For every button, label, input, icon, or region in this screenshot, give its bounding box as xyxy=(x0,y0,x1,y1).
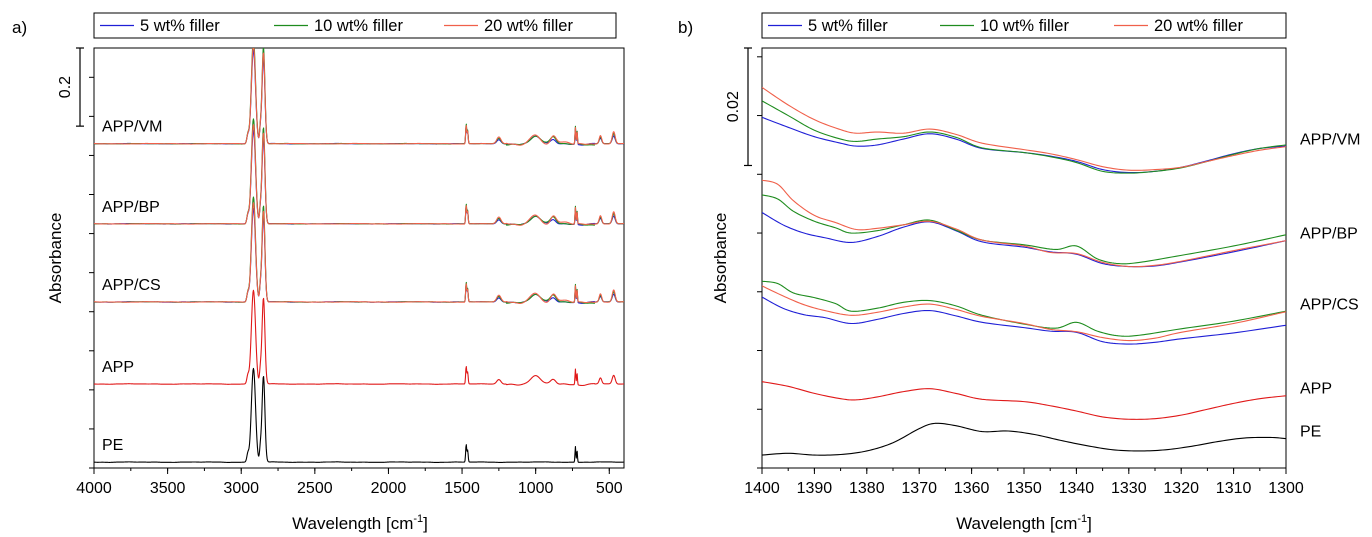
panel-b-series-app-bp-5-wt-filler xyxy=(762,212,1286,268)
panel-b-stack-label-app-cs: APP/CS xyxy=(1300,297,1359,314)
panel-a-series-pe-pe xyxy=(94,367,624,463)
panel-b-x-tick-label: 1340 xyxy=(1059,480,1095,497)
panel-a-series-app-cs-10-wt-filler xyxy=(94,196,624,304)
panel-a-x-tick-label: 2000 xyxy=(371,480,407,497)
panel-a-label: a) xyxy=(12,18,27,37)
panel-b-y-scale-bar: 0.02 xyxy=(725,47,752,167)
panel-a: a) 5 wt% filler 10 wt% filler 20 wt% fil… xyxy=(12,12,625,533)
panel-b-series-app-cs-20-wt-filler xyxy=(762,285,1286,342)
panel-a-ylabel: Absorbance xyxy=(46,213,65,304)
panel-b-x-tick-label: 1390 xyxy=(797,480,833,497)
panel-a-stack-label-app: APP xyxy=(102,359,134,376)
panel-b-curves xyxy=(762,86,1286,456)
panel-a-x-tick-label: 3500 xyxy=(150,480,186,497)
panel-a-x-tick-label: 2500 xyxy=(297,480,333,497)
panel-b-series-app-vm-20-wt-filler xyxy=(762,86,1286,171)
panel-a-legend-box xyxy=(93,12,617,39)
panel-a-x-tick-label: 1000 xyxy=(518,480,554,497)
panel-a-legend-label-20wt: 20 wt% filler xyxy=(484,17,573,35)
panel-a-series-app-vm-20-wt-filler xyxy=(94,48,624,146)
panel-b-stack-label-pe: PE xyxy=(1300,424,1321,441)
panel-b-x-tick-label: 1380 xyxy=(849,480,885,497)
panel-a-xlabel-sup: -1 xyxy=(413,513,423,525)
panel-b-xlabel-sup: -1 xyxy=(1077,513,1087,525)
panel-a-series-app-app xyxy=(94,289,624,387)
panel-b-x-tick-label: 1310 xyxy=(1216,480,1252,497)
panel-a-y-scale-bar: 0.2 xyxy=(57,47,84,127)
panel-a-x-tick-label: 4000 xyxy=(76,480,112,497)
panel-b-series-app-bp-20-wt-filler xyxy=(762,179,1286,268)
panel-a-stack-labels: PE APP APP/CS APP/BP APP/VM xyxy=(102,119,162,454)
panel-b-xlabel-main: Wavelength [cm xyxy=(956,514,1077,533)
panel-b-ylabel: Absorbance xyxy=(711,213,730,304)
panel-b-plot-frame xyxy=(761,47,1287,469)
panel-b: b) 5 wt% filler 10 wt% filler 20 wt% fil… xyxy=(678,12,1360,533)
panel-b-legend-box xyxy=(761,12,1287,39)
panel-a-stack-label-pe: PE xyxy=(102,437,123,454)
panel-b-series-pe-pe xyxy=(762,422,1286,456)
panel-a-xlabel-main: Wavelength [cm xyxy=(292,514,413,533)
panel-a-stack-label-app-bp: APP/BP xyxy=(102,199,160,216)
panel-a-y-ticks xyxy=(89,76,94,469)
panel-a-x-tick-label: 1500 xyxy=(444,480,480,497)
panel-a-scale-bar-label: 0.2 xyxy=(57,76,74,98)
panel-b-series-app-cs-5-wt-filler xyxy=(762,296,1286,345)
panel-b-series-app-vm-10-wt-filler xyxy=(762,100,1286,174)
panel-b-series-app-cs-10-wt-filler xyxy=(762,280,1286,337)
panel-a-legend: 5 wt% filler 10 wt% filler 20 wt% filler xyxy=(93,12,617,39)
panel-a-series-app-cs-20-wt-filler xyxy=(94,202,624,304)
panel-b-stack-label-app-vm: APP/VM xyxy=(1300,132,1360,149)
panel-b-series-app-vm-5-wt-filler xyxy=(762,116,1286,174)
panel-b-x-tick-label: 1350 xyxy=(1006,480,1042,497)
panel-b-legend: 5 wt% filler 10 wt% filler 20 wt% filler xyxy=(761,12,1287,39)
panel-a-series-app-bp-10-wt-filler xyxy=(94,118,624,226)
panel-b-x-tick-label: 1300 xyxy=(1268,480,1304,497)
panel-a-xlabel-tail: ] xyxy=(423,514,428,533)
panel-b-series-app-bp-10-wt-filler xyxy=(762,194,1286,265)
panel-a-xlabel: Wavelength [cm-1] xyxy=(292,513,428,533)
panel-a-x-axis: 4000 3500 3000 2500 2000 1500 1000 500 xyxy=(76,468,623,497)
panel-b-stack-labels: PE APP APP/CS APP/BP APP/VM xyxy=(1300,132,1360,441)
panel-a-series-app-bp-20-wt-filler xyxy=(94,124,624,226)
panel-a-curves xyxy=(94,48,624,463)
panel-b-xlabel-tail: ] xyxy=(1087,514,1092,533)
panel-b-label: b) xyxy=(678,18,693,37)
panel-b-y-ticks xyxy=(757,56,762,469)
panel-a-x-tick-label: 500 xyxy=(596,480,623,497)
panel-b-xlabel: Wavelength [cm-1] xyxy=(956,513,1092,533)
panel-b-stack-label-app: APP xyxy=(1300,381,1332,398)
panel-b-legend-label-10wt: 10 wt% filler xyxy=(980,17,1069,35)
panel-b-stack-label-app-bp: APP/BP xyxy=(1300,226,1358,243)
panel-a-series-app-vm-10-wt-filler xyxy=(94,48,624,146)
panel-b-x-tick-label: 1370 xyxy=(901,480,937,497)
panel-b-scale-bar-label: 0.02 xyxy=(725,91,742,122)
panel-b-series-app-app xyxy=(762,381,1286,420)
panel-a-x-tick-label: 3000 xyxy=(223,480,259,497)
panel-b-x-tick-label: 1360 xyxy=(954,480,990,497)
panel-b-legend-label-20wt: 20 wt% filler xyxy=(1154,17,1243,35)
panel-a-stack-label-app-cs: APP/CS xyxy=(102,277,161,294)
panel-b-x-tick-label: 1400 xyxy=(744,480,780,497)
panel-b-x-axis: 1400 1390 1380 1370 1360 1350 1340 1330 1320 1310… xyxy=(744,468,1304,497)
panel-b-x-tick-label: 1330 xyxy=(1111,480,1147,497)
panel-a-legend-label-10wt: 10 wt% filler xyxy=(314,17,403,35)
panel-a-legend-label-5wt: 5 wt% filler xyxy=(140,17,220,35)
panel-b-legend-label-5wt: 5 wt% filler xyxy=(808,17,888,35)
panel-b-x-tick-label: 1320 xyxy=(1163,480,1199,497)
panel-a-series-app-vm-5-wt-filler xyxy=(94,49,624,146)
panel-a-stack-label-app-vm: APP/VM xyxy=(102,119,162,136)
panel-a-plot-frame xyxy=(93,47,625,469)
